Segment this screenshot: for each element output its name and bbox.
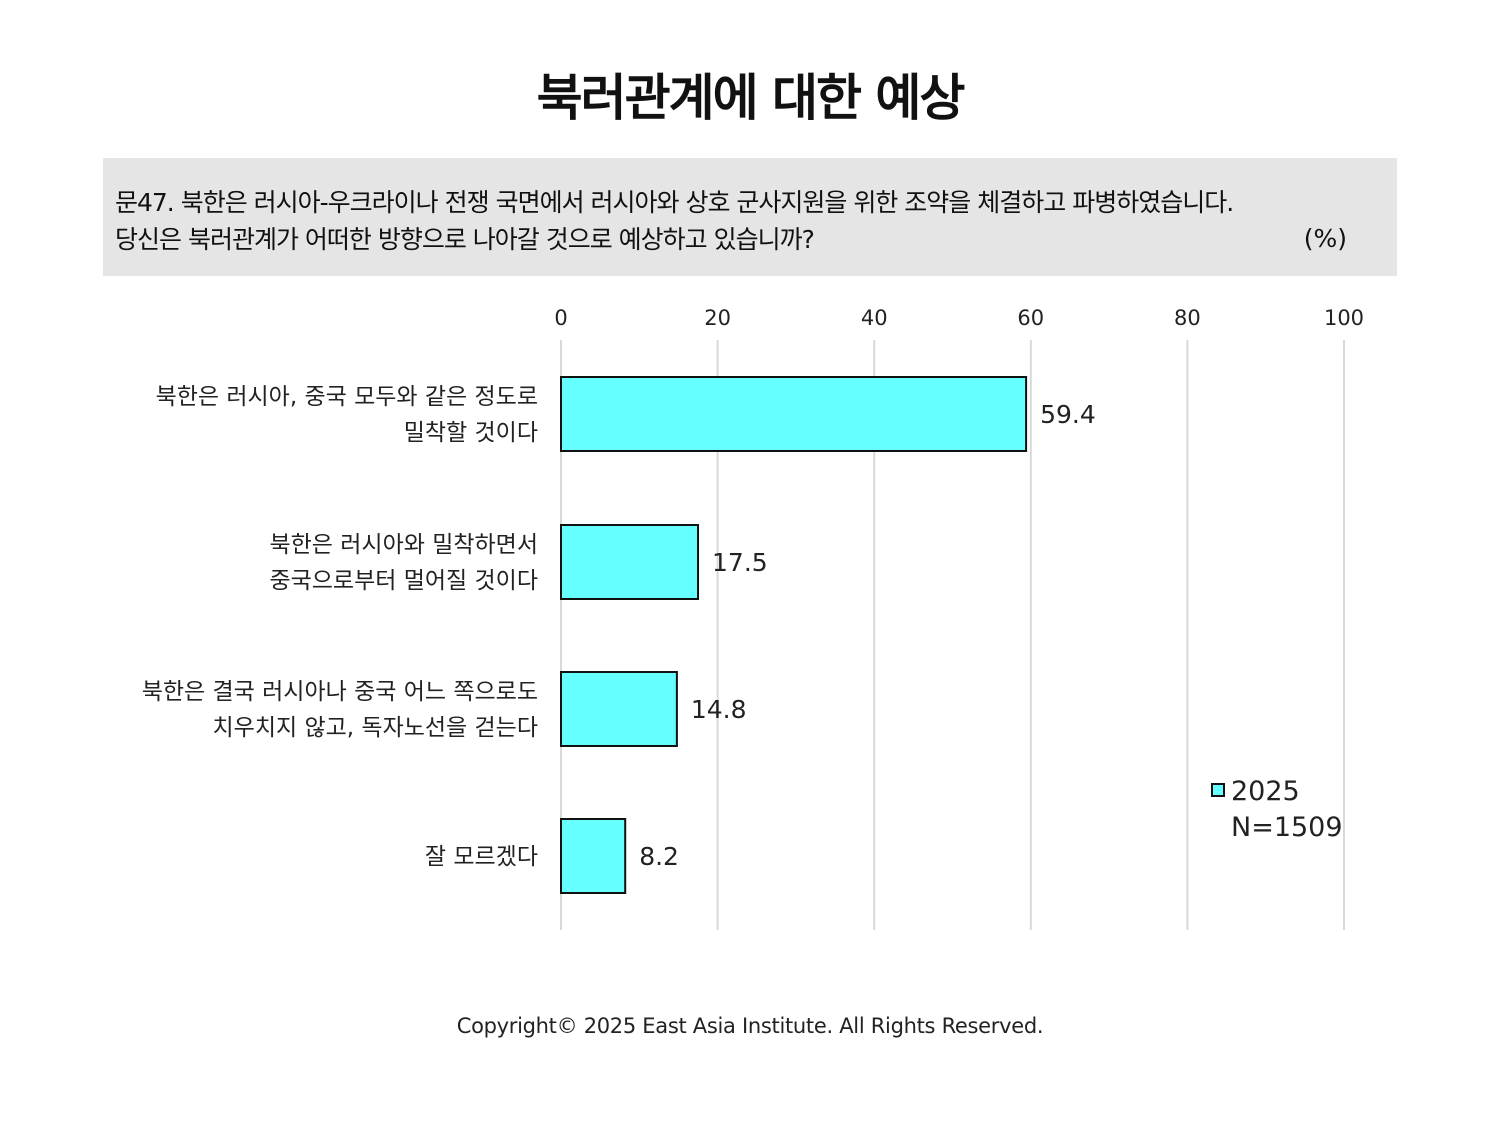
x-tick-label: 60 <box>1017 306 1044 330</box>
category-label: 잘 모르겠다 <box>425 844 538 870</box>
value-label: 59.4 <box>1040 400 1096 429</box>
x-tick-label: 80 <box>1174 306 1201 330</box>
x-tick-label: 0 <box>554 306 567 330</box>
category-label: 북한은 러시아, 중국 모두와 같은 정도로 <box>156 384 538 410</box>
x-tick-label: 20 <box>704 306 731 330</box>
unit-label: (%) <box>1303 224 1347 253</box>
value-labels: 59.4 17.5 14.8 8.2 <box>639 400 1096 871</box>
legend: 2025 N=1509 <box>1211 776 1343 843</box>
bar <box>560 818 627 894</box>
value-label: 17.5 <box>712 548 768 577</box>
x-tick-label: 40 <box>861 306 888 330</box>
chart-title: 북러관계에 대한 예상 <box>536 69 966 127</box>
sample-size-note: N=1509 <box>1231 812 1343 843</box>
legend-swatch <box>1211 783 1225 797</box>
x-tick-label: 100 <box>1324 306 1364 330</box>
value-label: 14.8 <box>691 695 747 724</box>
category-label: 북한은 결국 러시아나 중국 어느 쪽으로도 <box>142 679 538 705</box>
bar <box>560 524 700 600</box>
bar <box>560 376 1028 452</box>
value-label: 8.2 <box>639 842 679 871</box>
category-label: 중국으로부터 멀어질 것이다 <box>269 568 538 594</box>
bars <box>560 376 1028 894</box>
x-axis-ticks: 0 20 40 60 80 100 <box>554 306 1364 330</box>
question-text-line-2: 당신은 북러관계가 어떠한 방향으로 나아갈 것으로 예상하고 있습니까? <box>115 225 815 254</box>
category-label: 북한은 러시아와 밀착하면서 <box>269 532 538 558</box>
category-label: 치우치지 않고, 독자노선을 걷는다 <box>213 715 538 741</box>
question-box: 문47. 북한은 러시아-우크라이나 전쟁 국면에서 러시아와 상호 군사지원을… <box>103 158 1397 276</box>
bar <box>560 671 678 747</box>
question-text-line-1: 문47. 북한은 러시아-우크라이나 전쟁 국면에서 러시아와 상호 군사지원을… <box>115 188 1234 217</box>
legend-label: 2025 <box>1231 776 1300 807</box>
category-label: 밀착할 것이다 <box>404 420 538 446</box>
copyright-notice: Copyright© 2025 East Asia Institute. All… <box>456 1014 1044 1038</box>
